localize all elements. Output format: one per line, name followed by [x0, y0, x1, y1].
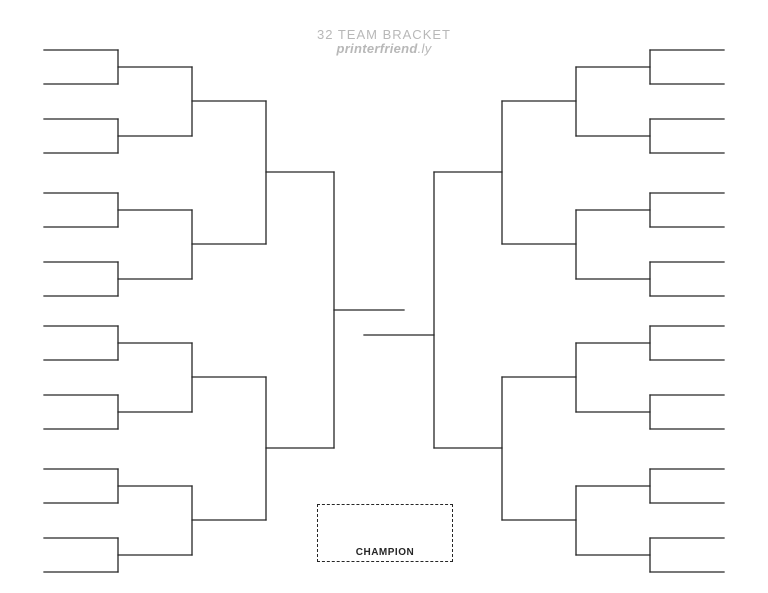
champion-label: CHAMPION [318, 547, 452, 558]
champion-box: CHAMPION [317, 504, 453, 562]
